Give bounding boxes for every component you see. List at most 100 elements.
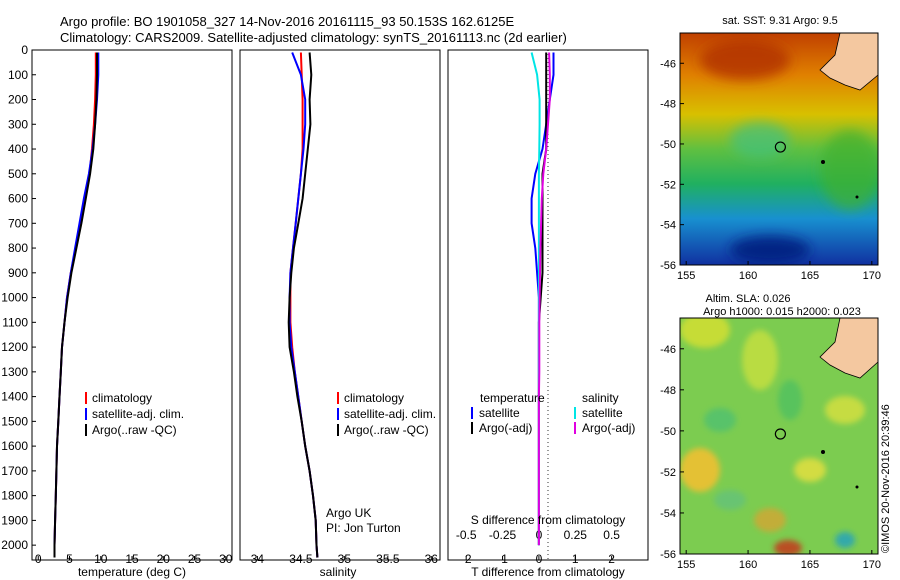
x-tick-label: 34 [251,552,265,566]
legend-header-temperature: temperature [480,391,545,405]
sla-map-frame [679,317,879,555]
sla-high-patch [794,458,826,482]
s-difference-label: S difference from climatology [471,513,626,527]
temperature-panel: 0100200300400500600700800900100011001200… [1,43,232,579]
campbell-island [855,195,859,199]
temperature-axis-ticks: 0 5 10 15 20 25 30 [35,552,233,566]
difference-series [530,52,555,546]
difference-legend: temperature salinity satellite Argo(-adj… [471,391,635,435]
depth-axis-ticks: 0 100 200 300 400 500 600 700 800 900 1000 1100 1200… [1,43,36,552]
legend-label-climatology: climatology [344,391,404,405]
sla-high-patch [774,540,802,554]
x-tick-label: 30 [219,552,233,566]
sla-low-patch [714,490,746,510]
x-tick-label: 0 [35,552,42,566]
depth-tick-label: 700 [8,216,28,230]
sla-high-patch [680,318,730,348]
sla-map-title: Altim. SLA: 0.026 [706,293,791,305]
x-tick-label: 35 [338,552,352,566]
depth-tick-label: 800 [8,241,28,255]
lon-tick-label: 155 [677,559,695,571]
x-tick-label: 2 [608,552,615,566]
x-tick-label: 34.5 [289,552,313,566]
sla-low-patch [835,532,855,548]
salinity-axis-ticks: 34 34.5 35 35.5 36 [251,552,439,566]
lon-tick-label: 155 [677,270,695,282]
new-zealand-coast [819,318,878,379]
lat-tick-label: -54 [660,220,676,232]
imos-credit: ©IMOS 20-Nov-2016 20:39:46 [880,404,892,553]
lat-tick-label: -46 [660,58,676,70]
legend-label-argo: Argo(..raw -QC) [92,423,177,437]
sla-lon-ticks: 155 160 165 170 [677,550,881,571]
lat-tick-label: -50 [660,139,676,151]
legend-label-t-satellite: satellite [479,406,520,420]
lat-tick-label: -48 [660,385,676,397]
sst-green-patch [820,130,878,210]
depth-tick-label: 2000 [1,538,28,552]
sla-lat-ticks: -46 -48 -50 -52 -54 -56 [660,344,684,561]
salinity-plot-frame [239,49,441,561]
x-tick-label: 0 [536,552,543,566]
x-tick-label: 36 [425,552,439,566]
depth-tick-label: 200 [8,93,28,107]
lat-tick-label: -48 [660,99,676,111]
sst-lat-ticks: -46 -48 -50 -52 -54 -56 [660,58,684,272]
sla-argo-marker [774,428,786,440]
depth-tick-label: 1500 [1,414,28,428]
depth-tick-label: 300 [8,117,28,131]
argo-operator: Argo UK [326,506,371,520]
depth-tick-label: 600 [8,192,28,206]
sla-high-patch [742,330,778,390]
s-tick-label: 0.25 [564,528,588,542]
depth-tick-label: 400 [8,142,28,156]
t-difference-label: T difference from climatology [471,565,625,579]
series-line-climatology [53,52,97,558]
salinity-legend: climatology satellite-adj. clim. Argo(..… [337,391,436,437]
salinity-panel: 34 34.5 35 35.5 36 salinity climatology sate… [239,49,441,579]
lat-tick-label: -52 [660,467,676,479]
legend-label-satellite: satellite-adj. clim. [92,407,184,421]
auckland-islands [821,450,825,454]
x-tick-label: -1 [497,552,508,566]
x-tick-label: 5 [66,552,73,566]
lat-tick-label: -50 [660,426,676,438]
sla-low-patch [704,408,736,432]
depth-tick-label: 0 [21,43,28,57]
legend-label-satellite: satellite-adj. clim. [344,407,436,421]
x-tick-label: -2 [461,552,472,566]
new-zealand-coast [819,33,878,91]
s-tick-label: -0.25 [489,528,517,542]
legend-header-salinity: salinity [582,391,619,405]
sst-map-panel: sat. SST: 9.31 Argo: 9.5 -46 -48 -50 -52 -54… [660,15,881,282]
difference-panel: -2 -1 0 1 2-0.5 -0.25 0 0.25 0.5 S difference fr… [447,49,649,579]
lat-tick-label: -56 [660,549,676,561]
temperature-legend: climatology satellite-adj. clim. Argo(..… [85,391,184,437]
x-tick-label: 20 [157,552,171,566]
series-line-satellite-adj-clim- [53,52,100,558]
difference-axis-ticks: -2 -1 0 1 2-0.5 -0.25 0 0.25 0.5 [456,528,620,566]
depth-tick-label: 1200 [1,340,28,354]
sla-high-patch [680,448,720,492]
x-tick-label: 1 [572,552,579,566]
sst-warm-patch [700,40,790,80]
x-tick-label: 10 [94,552,108,566]
x-tick-label: 15 [125,552,139,566]
sla-low-patch [778,380,802,420]
sla-map-panel: Altim. SLA: 0.026 Argo h1000: 0.015 h200… [660,293,881,571]
depth-tick-label: 1900 [1,513,28,527]
series-line-argo-raw-qc- [287,52,319,558]
depth-tick-label: 1700 [1,464,28,478]
x-tick-label: 25 [188,552,202,566]
lat-tick-label: -52 [660,179,676,191]
lon-tick-label: 160 [739,559,757,571]
lat-tick-label: -56 [660,260,676,272]
salinity-series [287,52,319,558]
depth-tick-label: 1800 [1,489,28,503]
lon-tick-label: 165 [801,270,819,282]
series-line-t-satellite [530,52,555,546]
sst-lon-ticks: 155 160 165 170 [677,261,881,282]
sla-high-patch [754,508,786,532]
sst-cool-patch [730,122,790,158]
depth-tick-label: 1600 [1,439,28,453]
